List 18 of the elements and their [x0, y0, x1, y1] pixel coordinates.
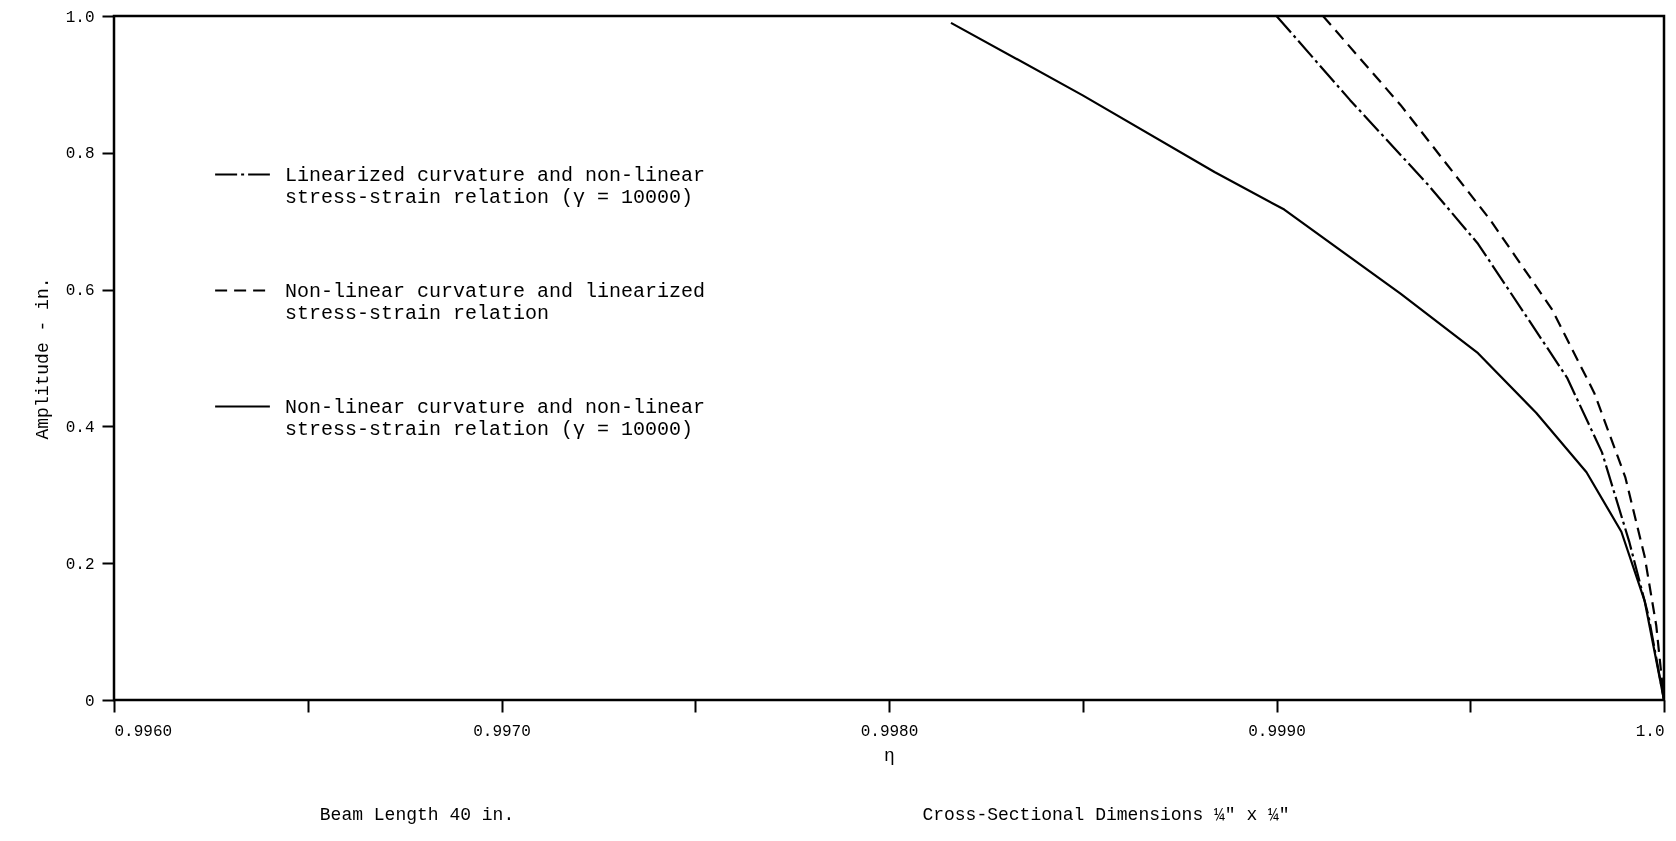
legend-label: Non-linear curvature and linearized stress-strain relation [285, 279, 706, 325]
y-tick-label: 0.2 [65, 555, 95, 574]
text: Cross-Sectional Dimensions ¼" x ¼" [922, 805, 1290, 825]
y-tick-label: 0 [84, 692, 95, 711]
text: Beam Length 40 in. [319, 805, 515, 825]
y-tick-label: 0.4 [65, 418, 95, 437]
y-tick-label: 0.8 [65, 145, 95, 164]
y-axis-title: Amplitude - in. [32, 277, 53, 440]
x-tick-label: 0.9970 [473, 722, 531, 741]
x-tick-label: 1.0 [1635, 722, 1665, 741]
y-tick-label: 1.0 [65, 8, 95, 27]
x-tick-label: 0.9990 [1248, 722, 1306, 741]
legend-label: Non-linear curvature and non-linear stress-strain relation (γ = 10000) [285, 395, 706, 441]
x-axis-title: η [884, 745, 895, 766]
y-tick-label: 0.6 [65, 282, 95, 301]
x-tick-label: 0.9960 [114, 722, 173, 741]
legend-label: Linearized curvature and non-linear stress-strain relation (γ = 10000) [285, 163, 706, 209]
x-tick-label: 0.9980 [860, 722, 919, 741]
